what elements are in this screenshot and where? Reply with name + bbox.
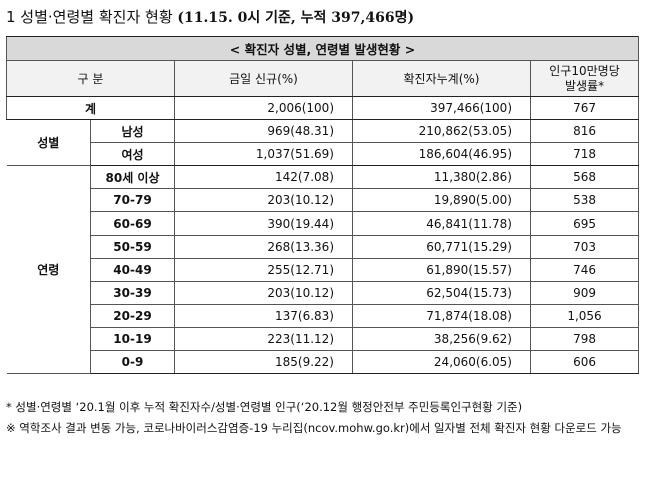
- table-row: 연령 80세 이상 142(7.08) 11,380(2.86) 568: [6, 165, 640, 375]
- row-rate: 798: [529, 326, 640, 352]
- header-rate-line1: 인구10만명당: [549, 63, 620, 78]
- header-cumulative: 확진자누계(%): [352, 60, 531, 97]
- row-label: 60-69: [90, 211, 175, 236]
- table-row: 30-39 203(10.12) 62,504(15.73) 909: [7, 280, 640, 305]
- row-label: 여성: [90, 142, 175, 167]
- row-label: 0-9: [90, 350, 175, 375]
- row-cumulative: 62,504(15.73): [352, 280, 531, 305]
- total-cumulative: 397,466(100): [352, 95, 531, 121]
- row-label: 70-79: [90, 188, 175, 213]
- row-label: 10-19: [90, 326, 175, 352]
- row-label: 40-49: [90, 257, 175, 282]
- row-new: 203(10.12): [174, 188, 353, 213]
- row-rate: 538: [529, 188, 640, 213]
- total-label: 계: [6, 95, 175, 121]
- table-row: 여성 1,037(51.69) 186,604(46.95) 718: [7, 142, 640, 167]
- row-cumulative: 71,874(18.08): [352, 303, 531, 328]
- row-label: 30-39: [90, 280, 175, 305]
- table-row: 50-59 268(13.36) 60,771(15.29) 703: [7, 234, 640, 259]
- header-rate: 인구10만명당 발생률*: [529, 60, 640, 97]
- table-row: 10-19 223(11.12) 38,256(9.62) 798: [7, 326, 640, 352]
- table-row: 0-9 185(9.22) 24,060(6.05) 606: [7, 350, 640, 375]
- row-new: 255(12.71): [174, 257, 353, 282]
- row-cumulative: 24,060(6.05): [352, 350, 531, 375]
- row-cumulative: 19,890(5.00): [352, 188, 531, 213]
- row-label: 남성: [90, 119, 175, 144]
- row-new: 185(9.22): [174, 350, 353, 375]
- table-row-total: 계 2,006(100) 397,466(100) 767: [6, 95, 640, 121]
- row-new: 203(10.12): [174, 280, 353, 305]
- total-new: 2,006(100): [174, 95, 353, 121]
- row-cumulative: 38,256(9.62): [352, 326, 531, 352]
- table-row: 성별 남성 969(48.31) 210,862(53.05) 816: [6, 119, 640, 167]
- page-title: 1 성별·연령별 확진자 현황 (11.15. 0시 기준, 누적 397,46…: [6, 6, 414, 28]
- footnotes: * 성별·연령별 ‘20.1월 이후 누적 확진자수/성별·연령별 인구(‘20…: [6, 398, 638, 440]
- row-cumulative: 61,890(15.57): [352, 257, 531, 282]
- total-rate: 767: [529, 95, 640, 121]
- footnote-rate-definition: * 성별·연령별 ‘20.1월 이후 누적 확진자수/성별·연령별 인구(‘20…: [6, 400, 523, 414]
- row-rate: 746: [529, 257, 640, 282]
- confirmed-cases-table: < 확진자 성별, 연령별 발생현황 > 구 분 금일 신규(%) 확진자누계(…: [5, 36, 640, 375]
- row-rate: 909: [529, 280, 640, 305]
- row-new: 268(13.36): [174, 234, 353, 259]
- row-cumulative: 186,604(46.95): [352, 142, 531, 167]
- row-cumulative: 60,771(15.29): [352, 234, 531, 259]
- header-rate-line2: 발생률*: [564, 78, 605, 93]
- title-subtitle: (11.15. 0시 기준, 누적 397,466명): [177, 10, 415, 26]
- row-label: 20-29: [90, 303, 175, 328]
- header-new: 금일 신규(%): [174, 60, 353, 97]
- row-cumulative: 46,841(11.78): [352, 211, 531, 236]
- table-row: 40-49 255(12.71) 61,890(15.57) 746: [7, 257, 640, 282]
- row-new: 1,037(51.69): [174, 142, 353, 167]
- sex-group-label: 성별: [6, 119, 91, 167]
- table-row: 70-79 203(10.12) 19,890(5.00) 538: [7, 188, 640, 213]
- row-new: 223(11.12): [174, 326, 353, 352]
- row-new: 390(19.44): [174, 211, 353, 236]
- title-main: 1 성별·연령별 확진자 현황: [6, 8, 173, 26]
- header-category: 구 분: [6, 60, 175, 97]
- table-row: 20-29 137(6.83) 71,874(18.08) 1,056: [7, 303, 640, 328]
- row-label: 50-59: [90, 234, 175, 259]
- row-new: 142(7.08): [174, 165, 353, 190]
- row-rate: 1,056: [529, 303, 640, 328]
- row-rate: 568: [529, 165, 640, 190]
- row-rate: 606: [529, 350, 640, 375]
- row-rate: 816: [529, 119, 640, 144]
- row-new: 137(6.83): [174, 303, 353, 328]
- footnote-data-source: ※ 역학조사 결과 변동 가능, 코로나바이러스감염증-19 누리집(ncov.…: [6, 421, 622, 435]
- row-rate: 703: [529, 234, 640, 259]
- table-caption: < 확진자 성별, 연령별 발생현황 >: [5, 36, 640, 61]
- age-group-label: 연령: [6, 165, 91, 375]
- row-new: 969(48.31): [174, 119, 353, 144]
- row-cumulative: 210,862(53.05): [352, 119, 531, 144]
- row-rate: 695: [529, 211, 640, 236]
- table-row: 60-69 390(19.44) 46,841(11.78) 695: [7, 211, 640, 236]
- row-label: 80세 이상: [90, 165, 175, 190]
- row-cumulative: 11,380(2.86): [352, 165, 531, 190]
- row-rate: 718: [529, 142, 640, 167]
